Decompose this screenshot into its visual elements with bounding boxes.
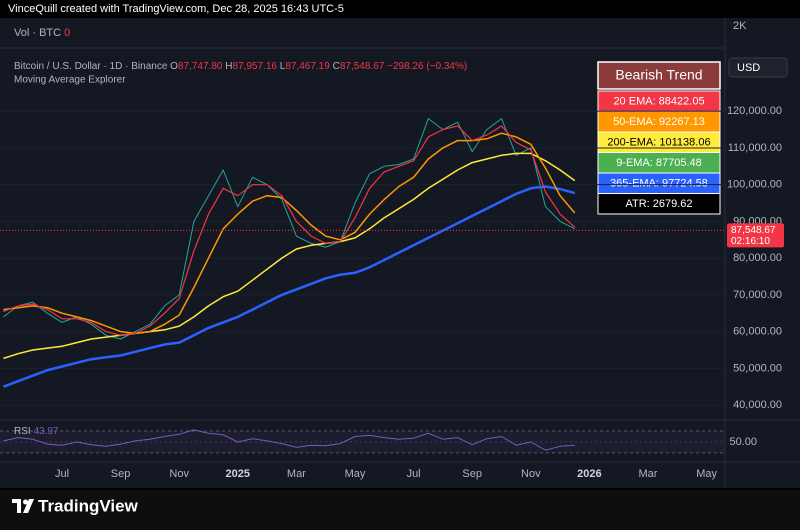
price-tag [727,223,784,248]
series-line [3,118,576,340]
x-tick-label: Sep [462,468,482,480]
y-tick-label: 120,000.00 [727,105,782,117]
x-tick-label: Jul [407,468,421,480]
y-tick-label: 40,000.00 [733,399,782,411]
price-tag-countdown: 02:16:10 [731,236,770,247]
rsi-band [0,431,725,453]
volume-label: Vol · BTC 0 [14,27,70,39]
y-tick-label: 80,000.00 [733,252,782,264]
trend-row: 200-EMA: 101138.06 [607,136,710,148]
trend-row: 20 EMA: 88422.05 [613,95,704,107]
x-tick-label: Sep [111,468,131,480]
footer [0,490,800,530]
ohlc-key: H [225,61,232,72]
volume-scale: 2K [733,20,747,32]
watermark: VinceQuill created with TradingView.com,… [8,3,344,15]
trend-box: Bearish Trend 20 EMA: 88422.05 50-EMA: 922… [597,61,721,215]
ohlc-key: O [170,61,178,72]
x-tick-label: May [345,468,366,480]
ohlc-value: 87,548.67 [340,61,385,72]
y-tick-label: 100,000.00 [727,179,782,191]
trend-row: ATR: 2679.62 [625,198,692,210]
trend-row: 9-EMA: 87705.48 [616,157,702,169]
x-tick-label: May [696,468,717,480]
trend-title-bg [597,61,721,90]
currency-button[interactable] [728,57,788,78]
y-tick-label: 70,000.00 [733,289,782,301]
x-tick-label: Nov [521,468,541,480]
trend-row: 365-EMA: 97724.58 [610,177,708,189]
y-tick-label: 50.00 [729,436,757,448]
ohlc-key: L [280,61,286,72]
y-tick-label: 50,000.00 [733,362,782,374]
rsi-value: 43.97 [33,426,58,437]
currency[interactable]: USD [737,62,760,74]
volume-value: 0 [64,27,70,39]
price-axis [725,18,800,488]
trend-title: Bearish Trend [615,67,702,83]
series-line [2,185,576,388]
x-tick-label: Mar [287,468,306,480]
indicator-name: Moving Average Explorer [14,75,126,86]
x-tick-label: Jul [55,468,69,480]
rsi-label: RSI 43.97 [14,426,59,437]
logo-icon [23,499,28,505]
price-tag-value: 87,548.67 [731,225,776,236]
series-line [3,125,576,336]
x-tick-label: Mar [639,468,658,480]
ohlc-key: C [333,61,340,72]
logo-icon [12,499,34,513]
y-tick-label: 60,000.00 [733,326,782,338]
series-line [3,429,575,451]
series-line [3,132,576,335]
symbol-legend: Bitcoin / U.S. Dollar · 1D · Binance O87… [14,61,467,72]
volume-name: Vol · BTC [14,27,61,39]
change: −298.26 (−0.34%) [387,61,467,72]
ohlc-value: 87,467.19 [285,61,330,72]
ohlc-value: 87,747.80 [178,61,223,72]
x-tick-label: 2025 [226,468,250,480]
logo: TradingView [38,496,139,515]
series-line [3,152,576,360]
trend-row-bg [597,193,721,215]
symbol: Bitcoin / U.S. Dollar · 1D · Binance [14,61,168,72]
y-tick-label: 110,000.00 [728,142,782,154]
rsi-title: RSI [14,426,31,437]
trend-row: 50-EMA: 92267.13 [613,116,705,128]
ohlc-value: 87,957.16 [232,61,277,72]
x-tick-label: 2026 [577,468,601,480]
x-tick-label: Nov [169,468,189,480]
